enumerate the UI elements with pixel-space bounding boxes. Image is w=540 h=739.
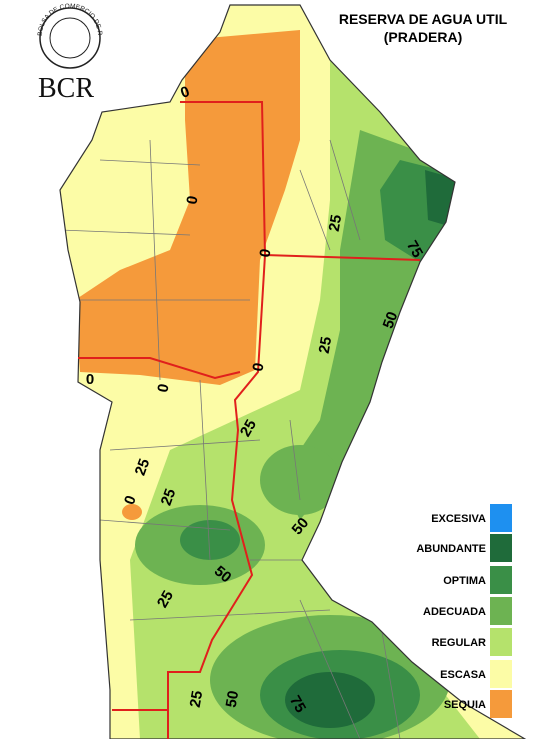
legend-label: ADECUADA: [423, 606, 486, 618]
province-borders: [78, 101, 421, 739]
contour-label: 25: [158, 486, 180, 507]
contour-label: 0: [86, 371, 94, 388]
contour-label: 0: [154, 383, 172, 394]
contour-label: 25: [316, 335, 336, 354]
legend-swatch: [490, 566, 512, 594]
contour-label: 0: [249, 362, 267, 373]
logo-acronym: BCR: [38, 73, 94, 104]
seal-inner: [49, 17, 91, 59]
legend-swatch: [490, 597, 512, 625]
legend-swatch: [490, 690, 512, 718]
departments: [60, 139, 401, 739]
legend-swatch: [490, 504, 512, 532]
legend-label: ABUNDANTE: [416, 543, 486, 555]
contour-label: 25: [326, 213, 346, 232]
legend-label: OPTIMA: [443, 575, 486, 587]
logo: BOLSA DE COMERCIO DE ROSARIO BCR: [0, 0, 103, 104]
contour-label: 75: [286, 693, 309, 716]
contour-label: 75: [403, 238, 426, 261]
contour-label: 0: [256, 248, 274, 259]
legend-label: EXCESIVA: [431, 513, 486, 525]
contour-label: 25: [187, 689, 207, 708]
contour-label: 25: [132, 456, 154, 477]
contour-label: 0: [183, 195, 201, 206]
title-line: RESERVA DE AGUA UTIL: [339, 11, 508, 27]
legend-label: ESCASA: [440, 669, 486, 681]
legend-label: SEQUIA: [444, 699, 486, 711]
legend-swatch: [490, 628, 512, 656]
title-line: (PRADERA): [384, 29, 463, 45]
contour-label: 50: [223, 689, 243, 708]
contour-label: 25: [154, 588, 177, 611]
contour-label: 50: [380, 309, 402, 330]
legend-swatch: [490, 660, 512, 688]
legend: EXCESIVA ABUNDANTE OPTIMA ADECUADA REGULAR ES…: [416, 504, 512, 718]
contour-label: 25: [237, 417, 260, 440]
legend-swatch: [490, 534, 512, 562]
seal: [39, 7, 101, 69]
legend-label: REGULAR: [432, 637, 486, 649]
